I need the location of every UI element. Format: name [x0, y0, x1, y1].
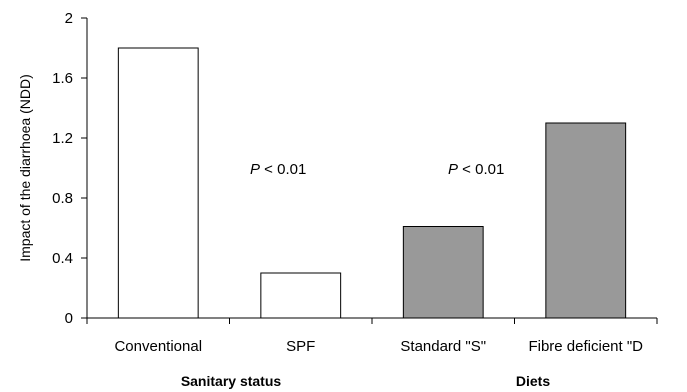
- category-label: Standard "S": [400, 338, 486, 355]
- y-ticks: 0 0.4 0.8 1.2 1.6 2: [52, 10, 87, 327]
- y-tick-label: 0.4: [52, 250, 73, 267]
- y-tick-label: 0.8: [52, 190, 73, 207]
- category-label: Fibre deficient "D: [528, 338, 643, 355]
- category-label: SPF: [286, 338, 315, 355]
- annotation-diets: P < 0.01: [448, 161, 504, 178]
- group-label-sanitary-status: Sanitary status: [181, 373, 282, 389]
- y-tick-label: 1.6: [52, 70, 73, 87]
- category-label: Conventional: [114, 338, 202, 355]
- bars: [117, 47, 627, 319]
- y-tick-label: 2: [65, 10, 73, 27]
- category-labels: Conventional SPF Standard "S" Fibre deficie…: [114, 338, 643, 355]
- bar: [545, 122, 627, 319]
- annotation-sanitary: P < 0.01: [250, 161, 306, 178]
- bar: [260, 272, 342, 319]
- bar: [117, 47, 199, 319]
- y-tick-label: 0: [65, 310, 73, 327]
- bar: [402, 226, 484, 319]
- y-axis-label: Impact of the diarrhoea (NDD): [17, 74, 33, 262]
- group-label-diets: Diets: [516, 373, 550, 389]
- y-tick-label: 1.2: [52, 130, 73, 147]
- x-ticks: [86, 318, 658, 324]
